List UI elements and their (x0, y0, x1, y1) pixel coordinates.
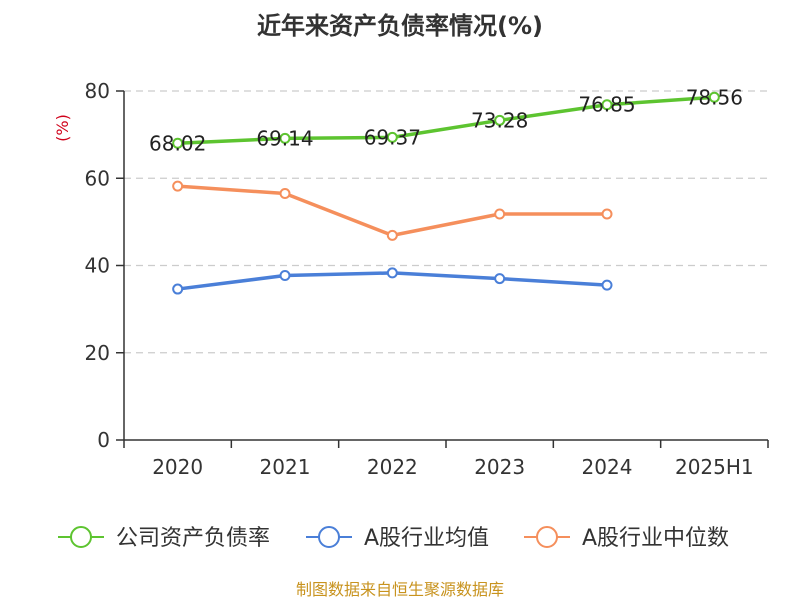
series-0-point (279, 132, 291, 144)
series-0-point (708, 91, 720, 103)
series-layer (172, 91, 720, 295)
legend-label-0: 公司资产负债率 (116, 526, 270, 551)
data-label: 69.14 (256, 126, 313, 150)
series-2-point (601, 208, 613, 220)
y-axis-unit-label: (%) (53, 114, 72, 142)
series-2-point (279, 188, 291, 200)
series-0-point (494, 114, 506, 126)
y-tick-label: 40 (85, 254, 110, 278)
data-label: 76.85 (578, 93, 635, 117)
legend-label-1: A股行业均值 (364, 526, 489, 551)
y-tick-label: 80 (85, 79, 110, 103)
chart-title: 近年来资产负债率情况(%) (257, 12, 543, 40)
series-1-point (279, 270, 291, 282)
legend-label-2: A股行业中位数 (582, 526, 729, 551)
data-source-note: 制图数据来自恒生聚源数据库 (296, 580, 504, 599)
x-tick-label: 2021 (260, 455, 311, 479)
series-0-point (172, 137, 184, 149)
data-label: 69.37 (364, 125, 421, 149)
data-label: 73.28 (471, 108, 528, 132)
series-1-point (172, 283, 184, 295)
y-tick-label: 60 (85, 166, 110, 190)
series-0-line (175, 95, 717, 146)
x-tick-label: 2020 (152, 455, 203, 479)
series-0-point (386, 131, 398, 143)
x-tick-label: 2025H1 (675, 455, 754, 479)
y-tick-label: 20 (85, 341, 110, 365)
x-tick-label: 2022 (367, 455, 418, 479)
legend: 公司资产负债率 A股行业均值 A股行业中位数 (58, 526, 729, 551)
data-label: 68.02 (149, 131, 206, 155)
series-2-point (386, 229, 398, 241)
series-2-point (494, 208, 506, 220)
series-2-point (172, 180, 184, 192)
axis-layer: 0 20 40 60 80 2020 2021 2022 2023 2024 2025H1 (85, 79, 769, 479)
x-tick-label: 2023 (474, 455, 525, 479)
data-label-layer: 68.02 69.14 69.37 73.28 76.85 78.56 (149, 85, 743, 155)
x-tick-label: 2024 (582, 455, 633, 479)
legend-marker-1 (318, 526, 340, 548)
series-1-point (494, 273, 506, 285)
series-1-point (386, 267, 398, 279)
series-2-line (175, 184, 609, 238)
series-1-point (601, 279, 613, 291)
legend-marker-0 (70, 526, 92, 548)
data-label: 78.56 (686, 85, 743, 109)
y-tick-label: 0 (97, 428, 110, 452)
legend-marker-2 (536, 526, 558, 548)
series-0-point (601, 99, 613, 111)
